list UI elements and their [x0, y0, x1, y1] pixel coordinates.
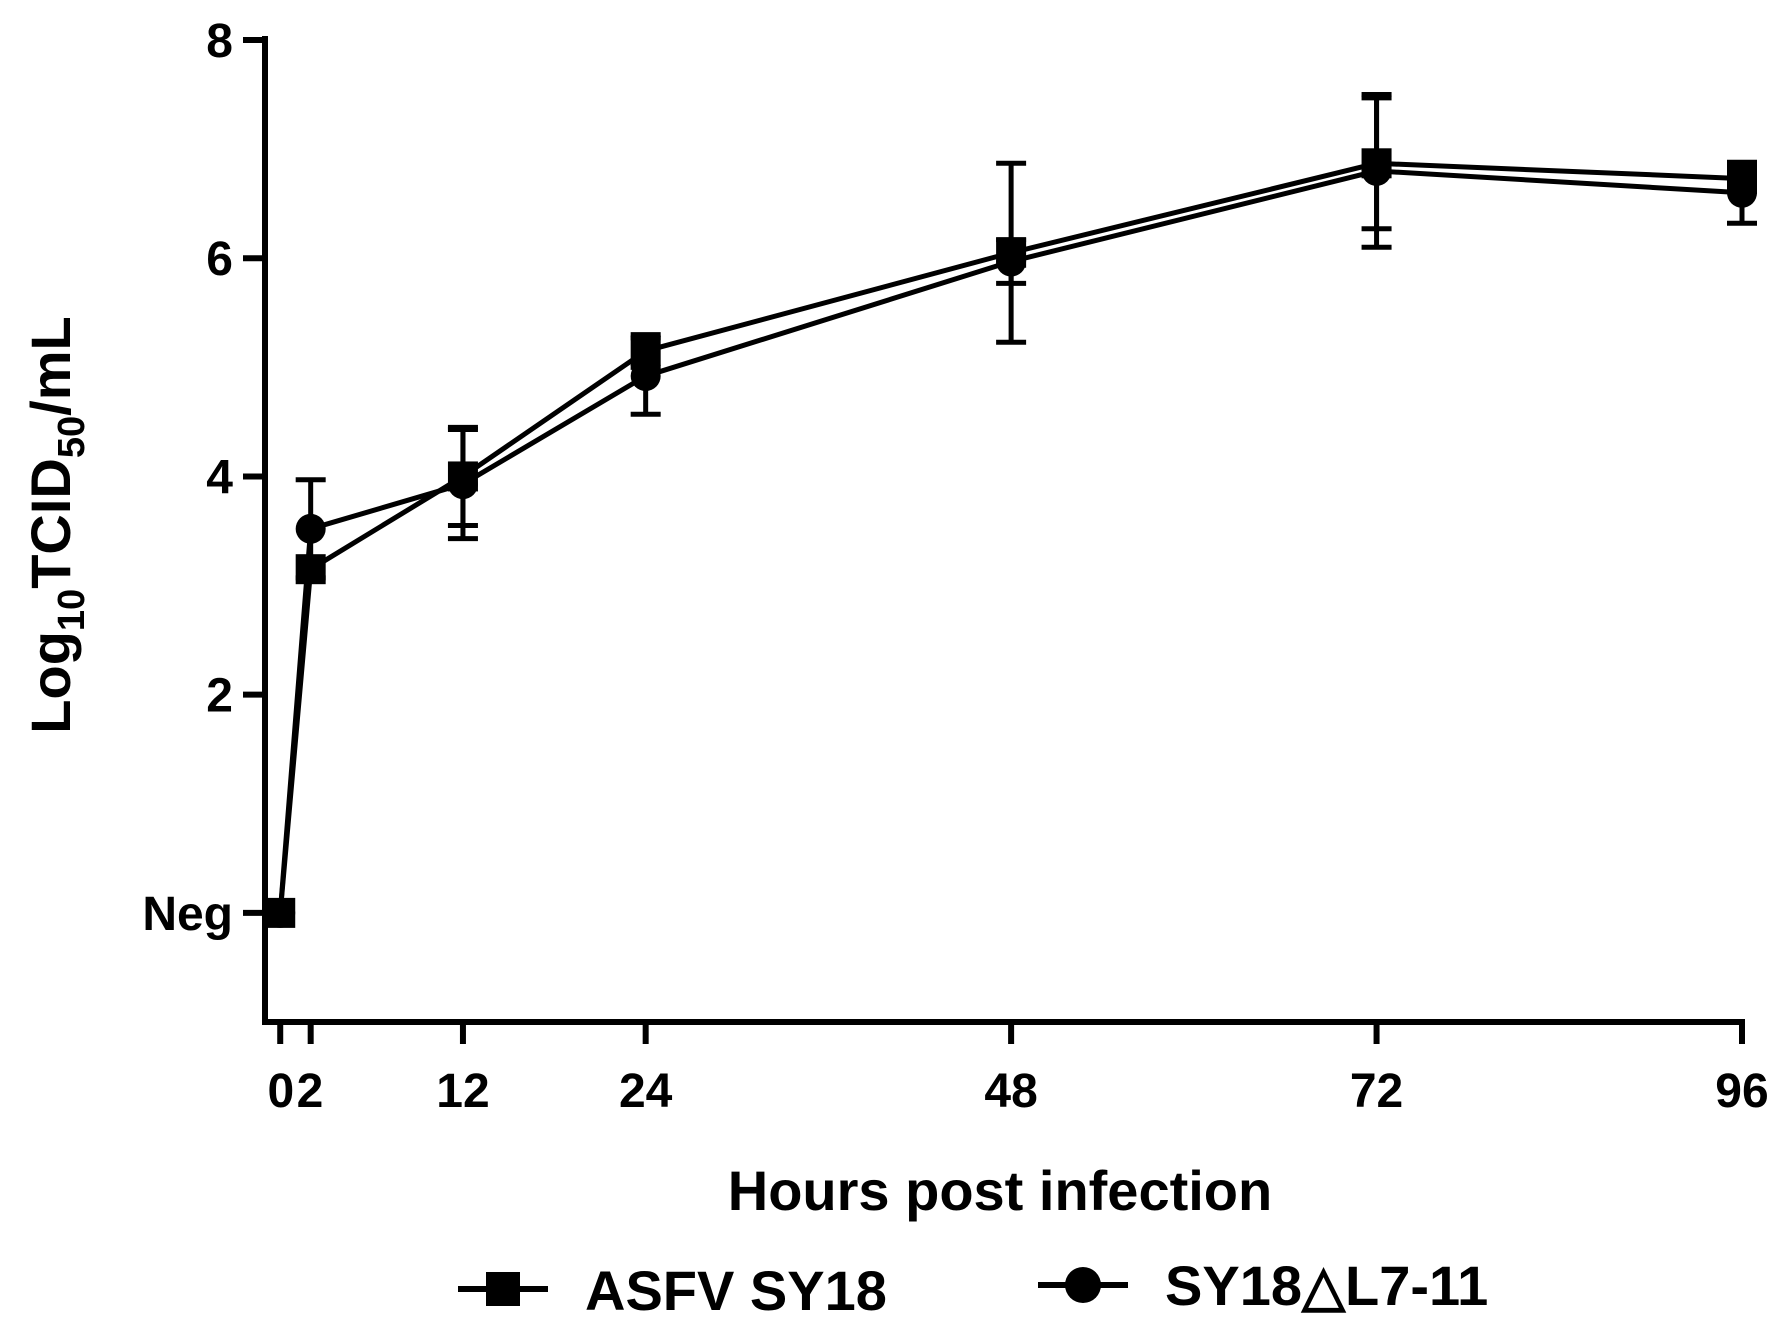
series-1 [265, 95, 1757, 928]
x-tick-label: 48 [984, 1065, 1037, 1118]
series-layer [265, 92, 1757, 928]
data-point-circle [295, 513, 326, 544]
legend-label-asfv-sy18: ASFV SY18 [585, 1259, 887, 1322]
data-point-circle [1361, 155, 1392, 186]
data-point-circle [1727, 177, 1757, 208]
x-axis-title: Hours post infection [728, 1159, 1272, 1222]
data-point-circle [447, 469, 478, 500]
x-tick-label: 2 [297, 1065, 324, 1118]
y-tick-label: 6 [206, 233, 233, 286]
x-tick-label: 0 [268, 1065, 295, 1118]
x-tick-label: 96 [1715, 1065, 1768, 1118]
x-tick-label: 24 [619, 1065, 673, 1118]
x-tick-label: 12 [436, 1065, 489, 1118]
y-axis-title: Log10TCID50/mL [19, 316, 93, 733]
series-2 [265, 92, 1757, 928]
legend: ASFV SY18 SY18△L7-11 [458, 1254, 1488, 1322]
data-point-circle [996, 246, 1027, 277]
data-point-circle [265, 897, 296, 928]
legend-label-sy18-l7-11: SY18△L7-11 [1165, 1254, 1488, 1317]
y-tick-label: 2 [206, 670, 233, 723]
legend-marker-circle [1065, 1267, 1101, 1303]
legend-marker-square [486, 1272, 520, 1306]
axes [262, 36, 1745, 1025]
y-tick-label: 8 [206, 15, 233, 68]
x-tick-label: 72 [1350, 1065, 1403, 1118]
y-axis-ticks: Neg 2 4 6 8 [142, 15, 265, 941]
y-tick-label: Neg [142, 888, 233, 941]
x-axis-ticks: 0 2 12 24 48 72 96 [268, 1022, 1769, 1118]
data-point-circle [630, 361, 661, 392]
y-tick-label: 4 [206, 451, 233, 504]
